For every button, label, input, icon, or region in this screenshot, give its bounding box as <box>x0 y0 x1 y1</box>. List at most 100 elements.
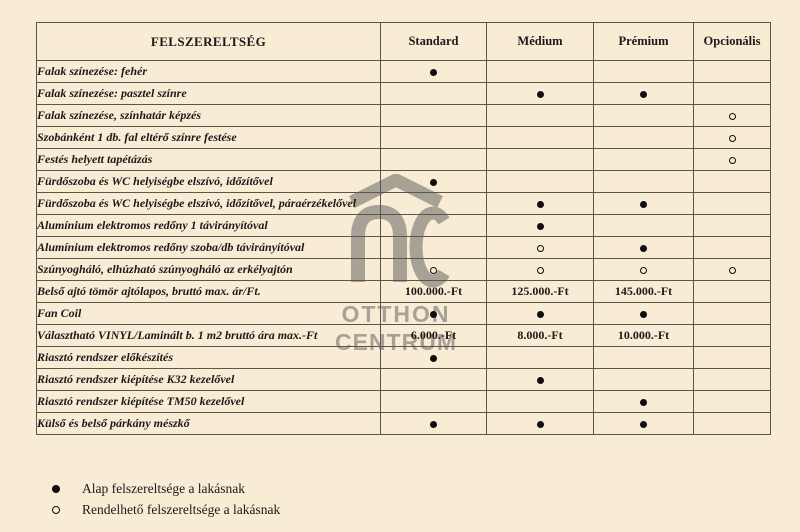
value-cell <box>380 104 487 127</box>
value-cell <box>593 390 694 413</box>
legend-symbol <box>52 484 82 493</box>
feature-cell: Festés helyett tapétázás <box>36 148 381 171</box>
feature-cell: Riasztó rendszer kiépítése K32 kezelővel <box>36 368 381 391</box>
value-cell <box>380 170 487 193</box>
open-circle-icon <box>728 112 736 120</box>
filled-dot-icon <box>640 90 647 98</box>
open-circle-icon <box>536 244 544 252</box>
column-header-standard: Standard <box>380 22 487 61</box>
table-row: Festés helyett tapétázás <box>36 148 771 171</box>
table-row: Külső és belső párkány mészkő <box>36 412 771 435</box>
table-row: Fan Coil <box>36 302 771 325</box>
value-cell <box>693 368 771 391</box>
filled-dot-icon <box>640 398 647 406</box>
value-cell <box>593 346 694 369</box>
value-cell <box>380 60 487 83</box>
feature-cell: Falak színezése: pasztel színre <box>36 82 381 105</box>
open-circle-icon <box>728 156 736 164</box>
value-cell <box>486 258 594 281</box>
legend-item-open: Rendelhető felszereltsége a lakásnak <box>52 499 280 520</box>
value-cell <box>486 126 594 149</box>
filled-dot-icon <box>536 90 544 98</box>
value-cell <box>593 236 694 259</box>
table-row: Riasztó rendszer kiépítése TM50 kezelőve… <box>36 390 771 413</box>
open-circle-icon <box>728 134 736 142</box>
value-cell <box>380 148 487 171</box>
feature-cell: Belső ajtó tömör ajtólapos, bruttó max. … <box>36 280 381 303</box>
filled-dot-icon <box>536 200 544 208</box>
feature-cell: Külső és belső párkány mészkő <box>36 412 381 435</box>
value-cell <box>486 236 594 259</box>
open-circle-icon <box>52 505 60 514</box>
table-row: Alumínium elektromos redőny szoba/db táv… <box>36 236 771 259</box>
filled-dot-icon <box>640 420 647 428</box>
value-cell <box>693 324 771 347</box>
value-cell <box>593 104 694 127</box>
legend-item-filled: Alap felszereltsége a lakásnak <box>52 478 280 499</box>
feature-cell: Alumínium elektromos redőny szoba/db táv… <box>36 236 381 259</box>
value-cell <box>693 236 771 259</box>
value-cell <box>593 82 694 105</box>
value-cell <box>693 346 771 369</box>
filled-dot-icon <box>52 484 60 493</box>
value-cell <box>693 192 771 215</box>
table-row: Választható VINYL/Laminált b. 1 m2 brutt… <box>36 324 771 347</box>
table-row: Fürdőszoba és WC helyiségbe elszívó, idő… <box>36 170 771 193</box>
open-circle-icon <box>728 266 736 274</box>
feature-cell: Falak színezése, színhatár képzés <box>36 104 381 127</box>
table-header-row: FELSZERELTSÉG Standard Médium Prémium Op… <box>36 22 771 61</box>
value-cell <box>380 126 487 149</box>
table-row: Riasztó rendszer előkészítés <box>36 346 771 369</box>
table-row: Szobánként 1 db. fal eltérő színre festé… <box>36 126 771 149</box>
filled-dot-icon <box>640 200 647 208</box>
filled-dot-icon <box>430 68 437 76</box>
value-cell <box>486 148 594 171</box>
table-row: Falak színezése: fehér <box>36 60 771 83</box>
table-row: Alumínium elektromos redőny 1 távirányít… <box>36 214 771 237</box>
value-cell <box>693 412 771 435</box>
value-cell <box>693 82 771 105</box>
value-cell <box>593 148 694 171</box>
value-cell <box>486 82 594 105</box>
value-cell <box>380 368 487 391</box>
value-cell <box>693 148 771 171</box>
table-row: Falak színezése: pasztel színre <box>36 82 771 105</box>
table-row: Riasztó rendszer kiépítése K32 kezelővel <box>36 368 771 391</box>
value-cell <box>486 412 594 435</box>
value-cell <box>380 236 487 259</box>
legend-label: Alap felszereltsége a lakásnak <box>82 480 246 496</box>
filled-dot-icon <box>536 222 544 230</box>
value-cell <box>380 346 487 369</box>
value-cell <box>693 280 771 303</box>
column-header-medium: Médium <box>486 22 594 61</box>
table-row: Fürdőszoba és WC helyiségbe elszívó, idő… <box>36 192 771 215</box>
feature-cell: Szúnyogháló, elhúzható szúnyogháló az er… <box>36 258 381 281</box>
open-circle-icon <box>430 266 437 274</box>
feature-cell: Szobánként 1 db. fal eltérő színre festé… <box>36 126 381 149</box>
value-cell <box>593 60 694 83</box>
value-cell <box>693 302 771 325</box>
table-row: Szúnyogháló, elhúzható szúnyogháló az er… <box>36 258 771 281</box>
value-cell <box>380 412 487 435</box>
table-body: Falak színezése: fehér Falak színezése: p… <box>36 60 771 435</box>
value-cell <box>380 390 487 413</box>
table-row: Falak színezése, színhatár képzés <box>36 104 771 127</box>
filled-dot-icon <box>536 420 544 428</box>
value-cell <box>380 258 487 281</box>
column-header-premium: Prémium <box>593 22 694 61</box>
value-cell <box>693 104 771 127</box>
value-cell <box>693 214 771 237</box>
table-row: Belső ajtó tömör ajtólapos, bruttó max. … <box>36 280 771 303</box>
price-cell: 125.000.-Ft <box>486 280 594 303</box>
filled-dot-icon <box>430 420 437 428</box>
price-cell: 145.000.-Ft <box>593 280 694 303</box>
value-cell <box>593 170 694 193</box>
value-cell <box>693 258 771 281</box>
feature-column-header: FELSZERELTSÉG <box>36 22 381 61</box>
legend-label: Rendelhető felszereltsége a lakásnak <box>82 501 281 517</box>
value-cell <box>593 258 694 281</box>
open-circle-icon <box>536 266 544 274</box>
value-cell <box>593 126 694 149</box>
value-cell <box>593 214 694 237</box>
value-cell <box>593 368 694 391</box>
